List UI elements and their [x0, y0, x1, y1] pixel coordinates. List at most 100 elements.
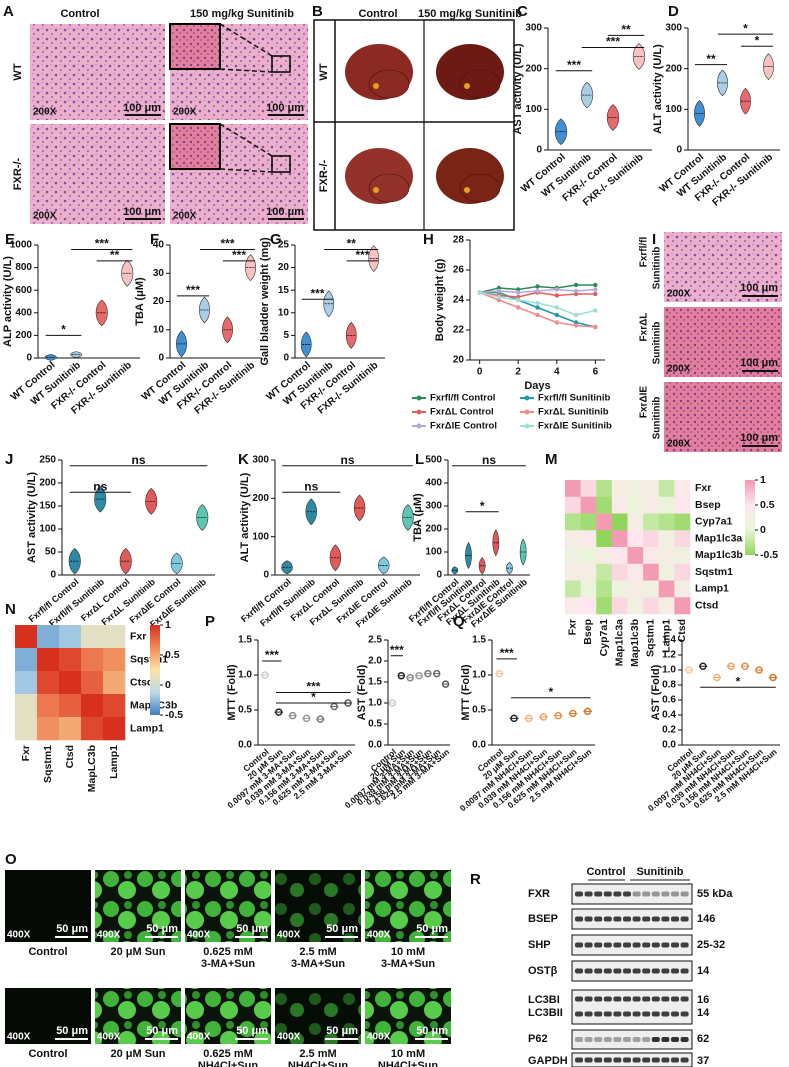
y-tick-label: 20	[153, 296, 165, 307]
y-tick-label: 20	[453, 355, 465, 366]
y-axis-label: MTT (Fold)	[226, 664, 238, 721]
blot-band	[623, 968, 631, 974]
y-tick-label: 200	[252, 493, 269, 504]
y-tick-label: 0	[283, 353, 289, 364]
zoom-line	[219, 123, 273, 157]
colorbar	[745, 480, 755, 555]
row-label: WT	[12, 63, 24, 80]
liver-lobe	[459, 173, 501, 203]
scale-label: 100 μm	[266, 102, 304, 114]
y-tick-label: 300	[425, 501, 442, 512]
legend-label: FxrΔIE Sunitinib	[538, 421, 612, 432]
row-label: Lamp1	[130, 722, 164, 734]
blot-band	[584, 1037, 593, 1042]
series-point	[535, 300, 540, 306]
heatmap-cell	[596, 530, 613, 548]
y-tick-label: 100	[525, 104, 542, 115]
image-caption: NH4Cl+Sun	[198, 1060, 258, 1067]
image-caption: Control	[28, 1048, 67, 1060]
significance-label: ***	[306, 680, 320, 694]
y-tick-label: 15	[278, 285, 290, 296]
fluorescence-image	[95, 870, 181, 942]
significance-label: ***	[232, 248, 246, 262]
blot-band	[651, 1057, 660, 1063]
heatmap-cell	[37, 671, 60, 695]
magnification: 400X	[367, 930, 391, 941]
blot-band	[680, 1037, 689, 1042]
zoom-line	[219, 168, 273, 173]
blot-band	[642, 891, 651, 897]
y-tick-label: 50	[45, 547, 57, 558]
heatmap-cell	[596, 563, 613, 581]
heatmap-cell	[643, 513, 660, 531]
blot-band	[623, 942, 631, 948]
y-tick-label: 20	[278, 262, 290, 273]
column-label: Map1lc3b	[629, 619, 641, 667]
heatmap-cell	[81, 671, 104, 695]
blot-band	[584, 1057, 593, 1063]
point	[261, 671, 269, 679]
series-point	[554, 287, 559, 292]
heatmap-cell	[643, 547, 660, 565]
y-tick-label: 2.5	[368, 635, 382, 646]
liver-lobe	[368, 173, 410, 203]
series-point	[573, 312, 579, 318]
series-point	[535, 305, 540, 310]
x-axis-label: Days	[524, 380, 550, 392]
heatmap-cell	[15, 694, 38, 718]
magnification: 200X	[33, 107, 57, 118]
image-caption: 3-MA+Sun	[381, 958, 435, 970]
blot-band	[642, 1057, 651, 1063]
magnification: 400X	[7, 930, 31, 941]
heatmap-cell	[37, 694, 60, 718]
y-axis-label: ALT activity (U/L)	[652, 44, 664, 134]
legend-dot	[524, 409, 530, 415]
legend-label: Fxrfl/fl Control	[430, 393, 495, 404]
magnification: 200X	[33, 211, 57, 222]
fluorescence-image	[365, 988, 451, 1044]
blot-band	[680, 968, 689, 974]
blot-band	[661, 1057, 670, 1063]
row-label: Sqstm1	[695, 566, 733, 578]
heatmap-cell	[103, 648, 126, 672]
panel-letter: D	[668, 3, 679, 20]
blot-band	[632, 942, 641, 948]
blot-box	[571, 934, 693, 956]
y-tick-label: 600	[15, 285, 32, 296]
scale-label: 50 μm	[56, 923, 88, 935]
blot-band	[661, 916, 670, 922]
point	[769, 673, 777, 682]
panel-letter: Q	[453, 613, 465, 630]
point	[525, 714, 533, 723]
blot-band	[623, 996, 631, 1002]
y-tick-label: 1.0	[368, 698, 382, 709]
blot-band	[632, 996, 641, 1002]
scale-label: 50 μm	[56, 1025, 88, 1037]
heatmap-cell	[643, 480, 660, 498]
series-point	[593, 308, 598, 313]
heatmap-cell	[643, 563, 660, 581]
y-tick-label: 300	[665, 23, 682, 34]
group-label: Sunitinib	[636, 866, 683, 878]
y-tick-label: 300	[252, 455, 269, 466]
point	[569, 709, 577, 718]
panel-letter: N	[5, 601, 16, 618]
fluorescence-image	[275, 870, 361, 942]
significance-label: ns	[304, 479, 318, 493]
heatmap-cell	[15, 648, 38, 672]
size-label: 16	[697, 994, 709, 1006]
significance-label: ***	[500, 646, 514, 660]
blot-box	[571, 960, 693, 982]
heatmap-cell	[596, 480, 613, 498]
y-tick-label: 0	[26, 353, 32, 364]
magnification: 200X	[667, 364, 691, 375]
gallbladder	[464, 83, 470, 89]
blot-band	[632, 1011, 641, 1017]
fluorescence-image	[185, 988, 271, 1044]
group-label: Control	[586, 866, 625, 878]
size-label: 146	[697, 913, 715, 925]
heatmap-cell	[611, 563, 628, 581]
point	[316, 715, 325, 723]
heatmap-cell	[580, 513, 597, 531]
zoom-line	[219, 23, 273, 57]
